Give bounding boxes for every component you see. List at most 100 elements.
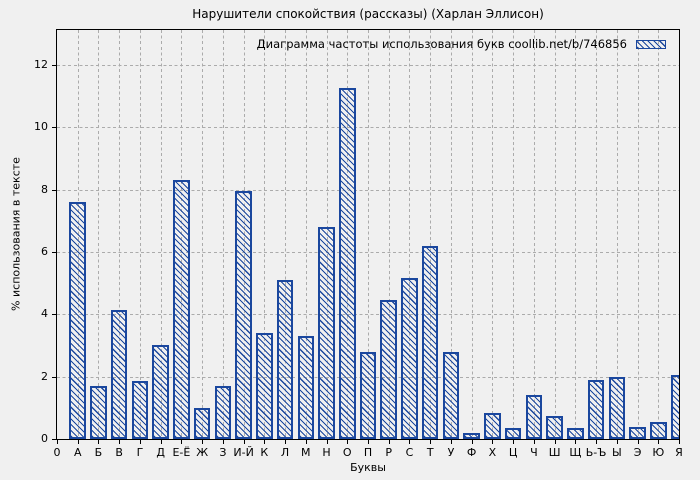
x-tick-label: Т bbox=[426, 446, 434, 459]
bar bbox=[567, 428, 584, 439]
bar bbox=[214, 386, 232, 439]
x-tick-label: Х bbox=[488, 446, 497, 459]
x-tick bbox=[181, 440, 183, 444]
gridline-v bbox=[575, 30, 577, 439]
bar bbox=[650, 421, 667, 439]
x-tick bbox=[533, 440, 535, 444]
gridline-v bbox=[264, 30, 266, 439]
x-tick bbox=[285, 440, 287, 444]
bar bbox=[90, 386, 107, 439]
gridline-v bbox=[409, 30, 411, 439]
gridline-v bbox=[222, 30, 224, 439]
bar bbox=[359, 351, 377, 439]
x-tick bbox=[430, 440, 432, 444]
y-tick-label: 10 bbox=[34, 120, 48, 134]
gridline-v bbox=[471, 30, 473, 439]
bar bbox=[256, 333, 273, 439]
x-tick bbox=[450, 440, 452, 444]
gridline-v bbox=[202, 30, 204, 439]
x-tick-label: Щ bbox=[569, 446, 582, 459]
bar bbox=[463, 432, 480, 439]
x-tick-label: Л bbox=[280, 446, 290, 459]
bar bbox=[131, 381, 149, 439]
y-tick bbox=[52, 439, 57, 440]
gridline-v bbox=[679, 30, 680, 439]
x-tick-label: Г bbox=[136, 446, 144, 459]
x-tick bbox=[388, 440, 390, 444]
x-tick-label: Я bbox=[675, 446, 683, 459]
x-tick-label: Н bbox=[322, 446, 331, 459]
gridline-v bbox=[450, 30, 452, 439]
x-tick bbox=[160, 440, 162, 444]
gridline-v bbox=[492, 30, 494, 439]
x-tick-label: Е-Ё bbox=[172, 446, 191, 459]
gridline-v bbox=[305, 30, 307, 439]
bar bbox=[69, 202, 86, 439]
x-tick-label: Ц bbox=[508, 446, 518, 459]
bar bbox=[173, 180, 190, 439]
bar bbox=[380, 300, 397, 439]
x-tick bbox=[492, 440, 494, 444]
x-tick bbox=[57, 440, 58, 444]
x-tick-label: Ф bbox=[466, 446, 477, 459]
legend-label: Диаграмма частоты использования букв coo… bbox=[256, 37, 627, 51]
bar bbox=[484, 412, 501, 439]
x-tick-label: Д bbox=[156, 446, 165, 459]
x-tick-label: З bbox=[219, 446, 227, 459]
gridline-v bbox=[596, 30, 598, 439]
plot-area: Диаграмма частоты использования букв coo… bbox=[56, 29, 680, 440]
x-tick-label: Ж bbox=[196, 446, 209, 459]
x-tick bbox=[513, 440, 515, 444]
chart-title: Нарушители спокойствия (рассказы) (Харла… bbox=[192, 7, 544, 21]
gridline-v bbox=[119, 30, 121, 439]
y-tick bbox=[52, 314, 57, 316]
legend: Диаграмма частоты использования букв coo… bbox=[257, 37, 666, 51]
x-tick bbox=[326, 440, 328, 444]
y-tick-label: 2 bbox=[41, 369, 48, 383]
y-tick bbox=[52, 189, 57, 191]
bar bbox=[318, 227, 335, 439]
gridline-v bbox=[285, 30, 287, 439]
x-tick-label: Ш bbox=[548, 446, 561, 459]
gridline-v bbox=[98, 30, 100, 439]
gridline-v bbox=[637, 30, 639, 439]
bar bbox=[339, 88, 356, 439]
gridline-v bbox=[513, 30, 515, 439]
bar bbox=[608, 376, 626, 439]
bar bbox=[235, 191, 252, 439]
y-tick-label: 4 bbox=[41, 307, 48, 321]
bar bbox=[421, 245, 439, 439]
x-tick bbox=[305, 440, 307, 444]
bar bbox=[401, 278, 418, 439]
gridline-v bbox=[658, 30, 660, 439]
y-tick-label: 8 bbox=[41, 182, 48, 196]
y-tick bbox=[52, 376, 57, 378]
x-tick bbox=[347, 440, 349, 444]
y-tick-label: 0 bbox=[41, 432, 48, 445]
x-tick bbox=[679, 440, 680, 444]
bar bbox=[276, 280, 294, 439]
bar bbox=[525, 395, 543, 439]
x-tick-label: Ч bbox=[530, 446, 538, 459]
x-tick-label: Б bbox=[94, 446, 103, 459]
x-tick-label: М bbox=[301, 446, 311, 459]
x-tick-label: В bbox=[115, 446, 123, 459]
x-tick bbox=[596, 440, 598, 444]
gridline-v bbox=[616, 30, 618, 439]
x-tick-label: Р bbox=[385, 446, 393, 459]
x-tick bbox=[575, 440, 577, 444]
y-tick-label: 6 bbox=[41, 244, 48, 258]
x-tick bbox=[658, 440, 660, 444]
x-tick bbox=[471, 440, 473, 444]
x-tick-label: Э bbox=[633, 446, 642, 459]
bar bbox=[629, 426, 646, 439]
y-tick bbox=[52, 251, 57, 253]
x-axis-label: Буквы bbox=[350, 461, 386, 474]
x-tick-label: А bbox=[73, 446, 82, 459]
x-tick-label: И-Й bbox=[233, 446, 254, 459]
x-tick-label: Ю bbox=[652, 446, 665, 459]
x-tick-label: О bbox=[342, 446, 352, 459]
x-tick bbox=[139, 440, 141, 444]
bar bbox=[504, 428, 522, 439]
